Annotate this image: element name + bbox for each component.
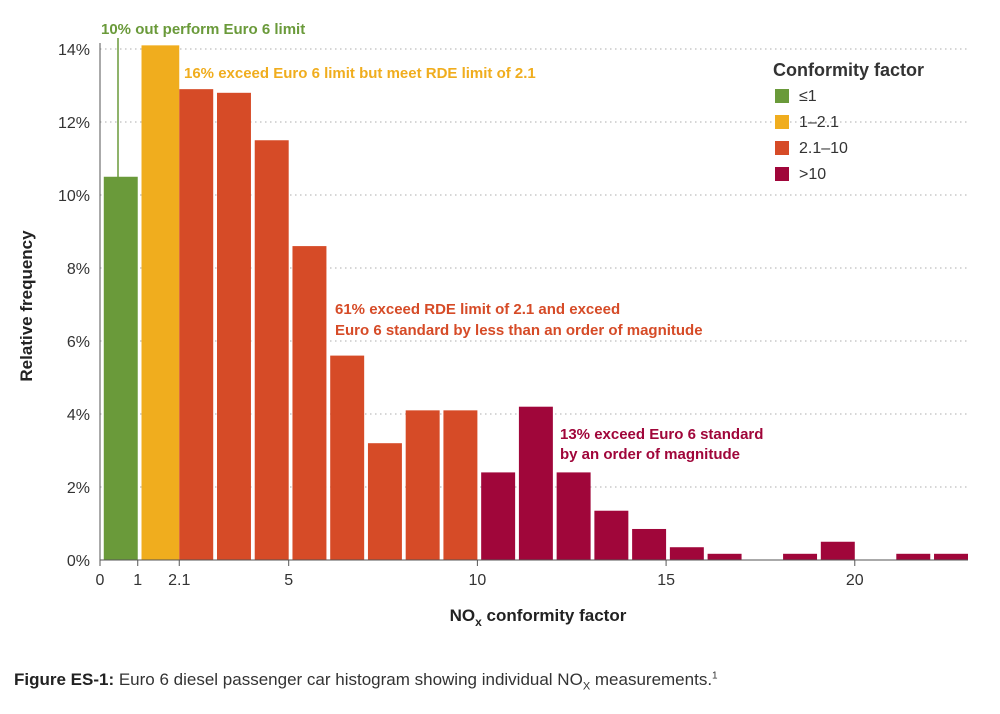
histogram-bar (783, 553, 818, 560)
histogram-bar (481, 472, 516, 560)
x-axis-title: NOx conformity factor (450, 606, 627, 629)
annotation-le1: 10% out perform Euro 6 limit (101, 21, 305, 38)
legend-label: 2.1–10 (799, 140, 848, 157)
histogram-bar (896, 553, 931, 560)
legend-title: Conformity factor (773, 60, 924, 80)
annotation-gt10-line1: 13% exceed Euro 6 standard (560, 426, 763, 443)
y-tick-label: 2% (67, 480, 90, 497)
y-tick-label: 14% (58, 42, 90, 59)
legend-swatch (775, 89, 789, 103)
x-axis-title-sub: x (475, 615, 482, 629)
caption-sub: X (582, 680, 591, 693)
histogram-bar (707, 553, 742, 560)
x-axis-title-rest: conformity factor (482, 606, 627, 625)
x-tick-label: 15 (657, 572, 675, 589)
histogram-bar (103, 176, 138, 560)
legend-label: 1–2.1 (799, 114, 839, 131)
histogram-bar (632, 528, 667, 560)
legend-swatch (775, 167, 789, 181)
y-tick-labels: 0% 2% 4% 6% 8% 10% 12% 14% (58, 42, 90, 570)
x-tick-label: 20 (846, 572, 864, 589)
caption-text: Euro 6 diesel passenger car histogram sh… (114, 670, 583, 689)
histogram-bar (330, 355, 365, 560)
annotation-gt10-line2: by an order of magnitude (560, 446, 740, 463)
y-tick-label: 0% (67, 553, 90, 570)
histogram-bar (292, 246, 327, 560)
histogram-bar (179, 89, 214, 561)
caption-text-after: measurements. (590, 670, 713, 689)
y-tick-label: 6% (67, 334, 90, 351)
histogram-bar (556, 472, 591, 560)
histogram-chart: 0% 2% 4% 6% 8% 10% 12% 14% 0 1 2.1 5 10 15 20 Relativ… (17, 21, 968, 629)
x-tick-label: 2.1 (168, 572, 190, 589)
histogram-bar (141, 45, 180, 561)
annotation-2-10-line2: Euro 6 standard by less than an order of… (335, 322, 703, 339)
annotation-1-2: 16% exceed Euro 6 limit but meet RDE lim… (184, 65, 536, 82)
caption-sup: 1 (712, 670, 718, 682)
histogram-bar (367, 443, 402, 560)
annotation-2-10-line1: 61% exceed RDE limit of 2.1 and exceed (335, 301, 620, 318)
x-tick-label: 5 (284, 572, 293, 589)
legend-swatch (775, 141, 789, 155)
histogram-bar (669, 547, 704, 560)
legend: Conformity factor ≤1 1–2.1 2.1–10 >10 (773, 60, 924, 183)
x-axis-title-main: NO (450, 606, 476, 625)
x-tick-label: 1 (133, 572, 142, 589)
histogram-bar (216, 92, 251, 561)
x-tick-label: 0 (96, 572, 105, 589)
y-tick-label: 12% (58, 115, 90, 132)
y-axis-title: Relative frequency (17, 230, 36, 382)
histogram-bar (934, 553, 968, 560)
histogram-bar (443, 410, 478, 560)
caption-label: Figure ES-1: (14, 670, 115, 689)
x-tick-labels: 0 1 2.1 5 10 15 20 (96, 572, 864, 589)
y-tick-label: 4% (67, 407, 90, 424)
bars (103, 45, 968, 561)
legend-label: >10 (799, 166, 826, 183)
histogram-bar (820, 541, 855, 560)
x-tick-label: 10 (468, 572, 486, 589)
figure-caption: Figure ES-1: Euro 6 diesel passenger car… (14, 670, 718, 692)
histogram-bar (254, 140, 289, 560)
axes (99, 43, 968, 566)
y-tick-label: 10% (58, 188, 90, 205)
histogram-bar (518, 406, 553, 560)
legend-items: ≤1 1–2.1 2.1–10 >10 (775, 88, 848, 183)
histogram-bar (405, 410, 440, 560)
legend-swatch (775, 115, 789, 129)
legend-label: ≤1 (799, 88, 817, 105)
y-tick-label: 8% (67, 261, 90, 278)
histogram-bar (594, 510, 629, 560)
